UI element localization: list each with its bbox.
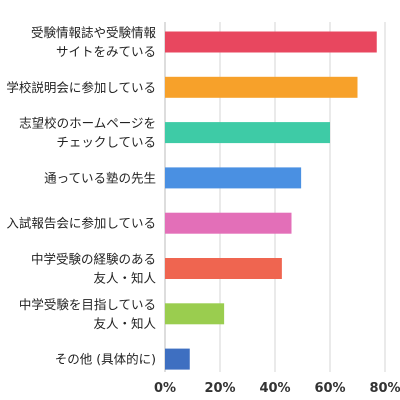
category-label-line: 中学受験を目指している xyxy=(19,297,156,312)
category-label-line: 友人・知人 xyxy=(93,316,156,331)
category-label-line: 受験情報誌や受験情報 xyxy=(31,25,157,40)
category-label-line: サイトをみている xyxy=(56,44,156,59)
x-tick-label: 20% xyxy=(204,381,235,396)
category-label-line: 通っている塾の先生 xyxy=(44,170,156,185)
bar xyxy=(165,122,330,144)
x-tick-label: 60% xyxy=(314,381,345,396)
category-label: 学校説明会に参加している xyxy=(6,80,156,95)
x-tick-label: 0% xyxy=(154,381,176,396)
category-label-line: 友人・知人 xyxy=(93,271,156,286)
x-tick-label: 80% xyxy=(369,381,400,396)
bar xyxy=(165,348,190,370)
category-label-line: 入試報告会に参加している xyxy=(6,216,156,231)
category-label: その他 (具体的に) xyxy=(55,352,156,367)
category-label: 通っている塾の先生 xyxy=(44,170,156,185)
category-label: 中学受験の経験のある友人・知人 xyxy=(31,252,157,286)
bar xyxy=(165,303,225,325)
bar xyxy=(165,76,358,98)
category-label: 中学受験を目指している友人・知人 xyxy=(19,297,157,331)
bar xyxy=(165,258,282,279)
x-tick-label: 40% xyxy=(259,381,290,396)
category-label: 受験情報誌や受験情報サイトをみている xyxy=(31,25,157,59)
category-label-line: 志望校のホームページを xyxy=(19,116,156,131)
bar xyxy=(165,167,302,189)
category-label: 志望校のホームページをチェックしている xyxy=(19,116,156,150)
category-label-line: 学校説明会に参加している xyxy=(6,80,156,95)
bar xyxy=(165,31,377,53)
category-label-line: チェックしている xyxy=(56,135,156,150)
bar xyxy=(165,212,292,234)
category-label-line: その他 (具体的に) xyxy=(55,352,156,367)
category-label: 入試報告会に参加している xyxy=(6,216,156,231)
category-label-line: 中学受験の経験のある xyxy=(31,252,156,267)
